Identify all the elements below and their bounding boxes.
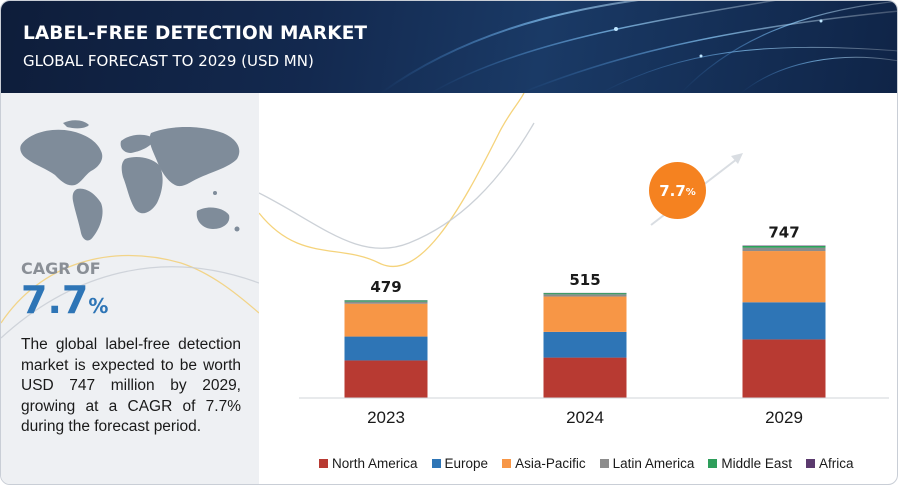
legend-swatch [708, 458, 718, 468]
bar-2024-latin-america [543, 294, 627, 297]
bar-2029-north-america [742, 339, 826, 398]
legend-label: Middle East [721, 455, 792, 471]
chart-background-swoosh [259, 93, 535, 268]
market-description: The global label-free detection market i… [21, 336, 241, 435]
legend-item-africa: Africa [805, 455, 854, 471]
bar-2029-asia-pacific [742, 251, 826, 303]
cagr-label: CAGR OF [21, 259, 101, 278]
bar-2029-europe [742, 302, 826, 340]
legend-item-latin-america: Latin America [599, 455, 695, 471]
bar-2023-latin-america [344, 301, 428, 304]
legend-swatch [599, 458, 609, 468]
growth-arrow-head [731, 153, 743, 164]
legend-swatch [319, 458, 328, 468]
legend-swatch [502, 458, 512, 468]
x-tick-label-2029: 2029 [765, 408, 803, 427]
cagr-value: 7.7% [21, 277, 108, 329]
legend-item-middle-east: Middle East [708, 456, 792, 471]
legend-label: North America [332, 455, 418, 471]
cagr-badge-value: 7.7 [659, 181, 686, 200]
bar-2024-asia-pacific [543, 296, 627, 332]
legend-label: Latin America [612, 455, 695, 471]
world-map-icon [20, 120, 240, 241]
cagr-number: 7.7 [21, 278, 89, 322]
bar-2024-middle-east [543, 293, 627, 295]
header-light-trails [380, 1, 897, 93]
bar-2029-middle-east [742, 245, 826, 248]
sidebar-swoosh [1, 254, 259, 339]
x-tick-label-2024: 2024 [566, 408, 604, 427]
legend-label: Asia-Pacific [515, 455, 586, 471]
total-label-2023: 479 [370, 278, 401, 296]
bar-2023-middle-east [344, 300, 428, 302]
total-label-2029: 747 [768, 224, 799, 242]
bar-2024-europe [543, 331, 627, 358]
legend-item-north-america: North America [319, 456, 418, 471]
x-tick-label-2023: 2023 [367, 408, 405, 427]
legend-label: Africa [818, 455, 854, 471]
cagr-badge: 7.7% [649, 162, 706, 219]
legend-swatch [805, 458, 815, 468]
bar-2029-latin-america [742, 247, 826, 252]
chart-legend: North America Europe Asia-Pacific Latin Ame… [319, 454, 879, 472]
bar-2023-north-america [344, 360, 428, 398]
bar-2023-asia-pacific [344, 303, 428, 337]
cagr-unit: % [88, 294, 109, 318]
page-subtitle: GLOBAL FORECAST TO 2029 (USD MN) [23, 52, 314, 70]
bar-2024-north-america [543, 357, 627, 398]
legend-label: Europe [444, 455, 489, 471]
stacked-bar-chart: 479 2023 515 2024 747 2029 [259, 93, 889, 427]
legend-item-europe: Europe [431, 455, 489, 471]
legend-swatch [431, 458, 441, 468]
legend-item-asia-pacific: Asia-Pacific [502, 456, 586, 471]
cagr-badge-unit: % [685, 186, 696, 198]
header-banner: LABEL-FREE DETECTION MARKET GLOBAL FOREC… [1, 1, 897, 93]
bars-group: 479 2023 515 2024 747 2029 [344, 224, 826, 427]
bar-2023-europe [344, 336, 428, 361]
sidebar-panel [1, 93, 259, 484]
total-label-2024: 515 [569, 271, 600, 289]
page-title: LABEL-FREE DETECTION MARKET [23, 23, 368, 44]
